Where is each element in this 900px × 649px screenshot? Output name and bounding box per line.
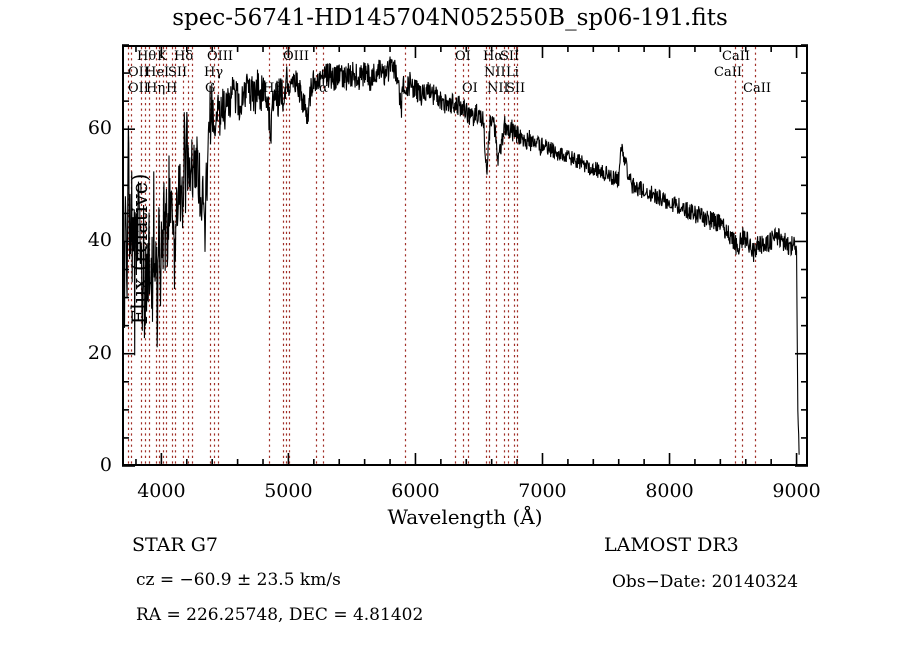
line-id-label: OII — [128, 81, 149, 96]
line-id-label: OII — [128, 65, 149, 80]
obs-date: Obs−Date: 20140324 — [612, 572, 799, 592]
line-id-label: H — [166, 81, 178, 96]
line-id-label: HeI — [145, 65, 170, 80]
line-id-label: Hγ — [204, 65, 224, 80]
x-tick-label: 5000 — [264, 480, 313, 502]
line-id-label: NII — [487, 81, 509, 96]
line-id-label: CaII — [743, 81, 771, 96]
line-id-label: SII — [500, 49, 520, 64]
line-id-label: OI — [462, 81, 478, 96]
line-id-label: OIII — [207, 49, 234, 64]
x-axis-title: Wavelength (Å) — [387, 505, 543, 529]
line-id-label: CaII — [722, 49, 750, 64]
line-id-label: CaII — [714, 65, 742, 80]
line-id-label: OI — [455, 49, 471, 64]
line-id-label: OIII — [283, 49, 310, 64]
x-tick-label: 9000 — [772, 480, 821, 502]
page-title: spec-56741-HD145704N052550B_sp06-191.fit… — [172, 5, 728, 31]
y-tick-label: 40 — [87, 229, 112, 252]
line-id-label: NII — [484, 65, 506, 80]
x-tick-label: 6000 — [391, 480, 440, 502]
line-id-label: SII — [506, 81, 526, 96]
y-tick-label: 60 — [87, 117, 112, 140]
x-tick-label: 8000 — [645, 480, 694, 502]
line-id-label: G — [205, 81, 216, 96]
line-id-label: SII — [168, 65, 188, 80]
plot-frame: Flux (relative) — [122, 45, 808, 466]
cz-value: cz = −60.9 ± 23.5 km/s — [136, 570, 341, 590]
x-tick-label: 4000 — [137, 480, 186, 502]
line-id-label: Hδ — [174, 49, 194, 64]
survey-name: LAMOST DR3 — [604, 534, 739, 556]
line-id-label: Hβ — [263, 81, 282, 96]
spectrum-trace — [122, 56, 800, 455]
line-id-label: Hη — [146, 81, 166, 96]
y-tick-label: 20 — [87, 341, 112, 364]
line-id-label: Hα — [483, 49, 504, 64]
line-id-label: Hθ — [137, 49, 157, 64]
line-id-label: α — [319, 81, 328, 96]
line-id-label: Li — [506, 65, 519, 80]
x-tick-label: 7000 — [518, 480, 567, 502]
coordinates: RA = 226.25748, DEC = 4.81402 — [136, 605, 424, 625]
star-type: STAR G7 — [132, 534, 218, 556]
y-tick-label: 0 — [99, 454, 112, 476]
line-id-label: K — [157, 49, 167, 64]
y-axis-title: Flux (relative) — [128, 173, 152, 325]
